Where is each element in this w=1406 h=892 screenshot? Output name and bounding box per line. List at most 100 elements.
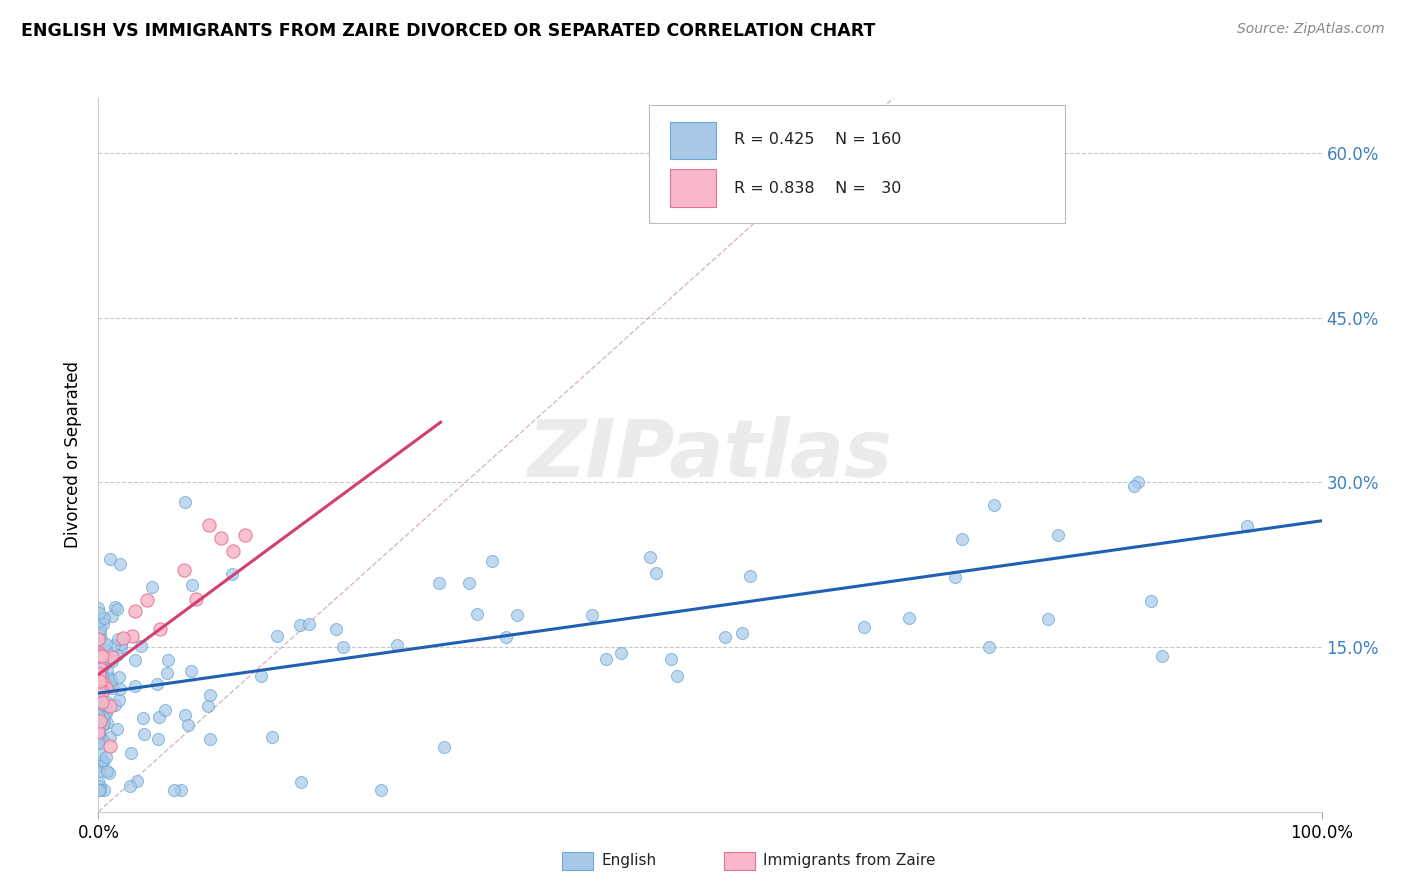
Point (495, 630, 517, 644)
Point (87, 736, 110, 750)
Point (290, 618, 312, 632)
Point (250, 669, 273, 683)
Point (198, 731, 221, 746)
Point (100, 671, 122, 685)
Point (87, 658, 110, 673)
Point (103, 638, 125, 652)
Point (108, 692, 131, 706)
Point (97, 765, 120, 780)
Point (93, 700, 115, 714)
Point (94, 643, 117, 657)
Point (370, 782, 392, 797)
Point (110, 681, 132, 696)
FancyBboxPatch shape (669, 169, 716, 207)
Point (96, 764, 118, 779)
Point (221, 567, 243, 582)
Point (94, 681, 117, 695)
Point (266, 629, 288, 643)
Point (93, 710, 115, 724)
Point (87, 674, 110, 689)
Point (87, 601, 110, 615)
FancyBboxPatch shape (669, 121, 716, 159)
Point (979, 640, 1001, 654)
Point (506, 607, 529, 622)
Point (132, 727, 155, 741)
Point (91, 669, 114, 683)
Point (89, 649, 111, 664)
Point (93, 670, 115, 684)
Point (124, 679, 146, 693)
Point (87, 625, 110, 640)
Point (124, 604, 146, 618)
Point (91, 658, 114, 673)
Point (148, 710, 170, 724)
Point (100, 608, 122, 623)
Point (91, 756, 114, 770)
Point (87, 661, 110, 675)
Point (91, 718, 114, 732)
Point (101, 654, 124, 668)
Point (141, 580, 163, 594)
Point (87, 675, 110, 690)
Point (91, 649, 114, 664)
Point (89, 697, 111, 711)
Point (950, 532, 973, 546)
Point (105, 601, 128, 615)
Point (89, 622, 111, 636)
Point (125, 773, 148, 788)
Point (91, 673, 114, 687)
Point (87, 664, 110, 678)
Point (89, 676, 111, 690)
Text: Immigrants from Zaire: Immigrants from Zaire (763, 854, 936, 868)
Point (87, 724, 110, 739)
Point (89, 614, 111, 628)
Point (148, 732, 170, 747)
Point (87, 773, 110, 788)
Point (89, 663, 111, 677)
Point (163, 782, 186, 797)
Point (89, 782, 111, 797)
Point (298, 616, 321, 631)
Point (181, 577, 204, 591)
Point (124, 652, 146, 666)
Point (93, 698, 115, 712)
Point (714, 630, 737, 644)
Point (738, 569, 761, 583)
Point (94, 750, 117, 764)
Point (103, 599, 125, 614)
Point (89, 606, 111, 620)
Point (101, 681, 124, 695)
Point (87, 666, 110, 681)
Point (87, 701, 110, 715)
Point (581, 608, 603, 623)
Point (105, 648, 128, 662)
Point (427, 575, 450, 590)
Point (481, 554, 503, 568)
Point (610, 646, 633, 660)
Point (87, 782, 110, 797)
Point (1047, 527, 1070, 541)
Point (90, 654, 112, 668)
Point (90, 660, 112, 674)
Point (94, 637, 117, 651)
Point (91, 684, 114, 698)
Point (465, 607, 488, 621)
Point (260, 730, 283, 744)
Point (91, 695, 114, 709)
Point (96, 695, 118, 709)
Point (173, 563, 195, 577)
Point (1236, 518, 1258, 533)
Point (200, 688, 222, 702)
Point (157, 653, 180, 667)
Point (87, 678, 110, 692)
Point (1126, 475, 1149, 490)
Point (1036, 612, 1059, 626)
Point (94, 707, 117, 722)
Point (87, 706, 110, 721)
Point (93, 657, 115, 671)
Point (93, 657, 115, 671)
Point (94, 679, 117, 693)
Point (132, 711, 155, 725)
Point (98, 730, 121, 744)
Point (91, 616, 114, 631)
